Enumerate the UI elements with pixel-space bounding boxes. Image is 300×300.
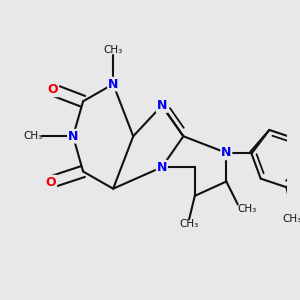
Text: CH₃: CH₃ <box>238 204 257 214</box>
Text: CH₃: CH₃ <box>103 46 123 56</box>
Text: CH₃: CH₃ <box>179 219 199 229</box>
Text: N: N <box>108 78 119 91</box>
Text: O: O <box>48 83 58 96</box>
Text: CH₃: CH₃ <box>23 131 42 141</box>
Text: N: N <box>157 99 167 112</box>
Text: CH₃: CH₃ <box>283 214 300 224</box>
Text: N: N <box>221 146 232 159</box>
Text: N: N <box>68 130 78 143</box>
Text: O: O <box>46 176 56 189</box>
Text: N: N <box>157 161 167 174</box>
